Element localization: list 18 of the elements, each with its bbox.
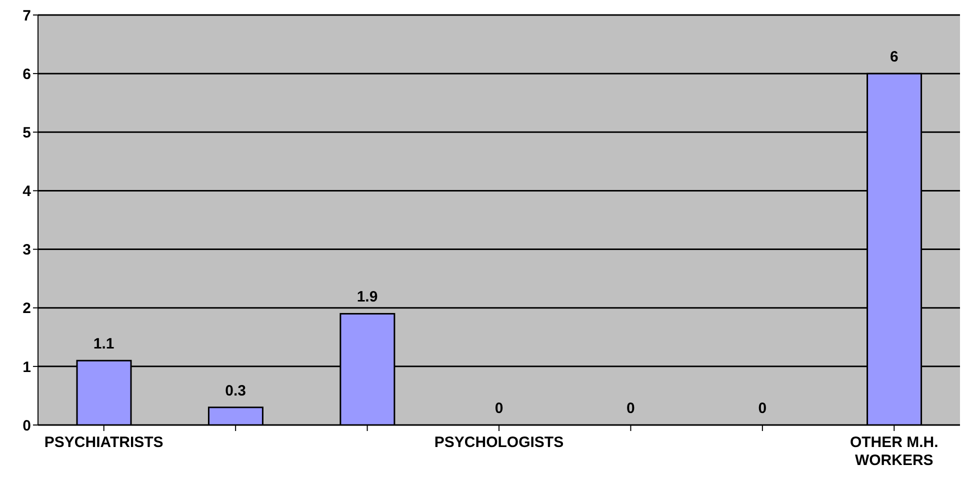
data-label: 6 bbox=[890, 48, 898, 66]
y-tick-label: 1 bbox=[22, 358, 31, 376]
x-tick-label: OTHER M.H. WORKERS bbox=[850, 434, 938, 469]
y-tick-label: 7 bbox=[22, 7, 31, 24]
data-label: 0.3 bbox=[225, 382, 246, 400]
y-tick-label: 3 bbox=[22, 242, 31, 259]
data-label: 1.1 bbox=[93, 336, 114, 353]
y-tick-label: 0 bbox=[22, 417, 31, 434]
y-tick-label: 4 bbox=[22, 183, 32, 200]
y-tick-label: 6 bbox=[22, 66, 31, 83]
x-tick-label: PSYCHIATRISTS bbox=[44, 434, 164, 451]
data-label: 0 bbox=[758, 400, 767, 417]
data-label: 0 bbox=[626, 400, 635, 417]
x-tick-label: PSYCHOLOGISTS bbox=[434, 434, 564, 451]
y-tick-label: 2 bbox=[22, 300, 31, 318]
data-label: 0 bbox=[494, 400, 504, 417]
y-tick-label: 5 bbox=[22, 124, 31, 142]
data-label: 1.9 bbox=[356, 288, 378, 306]
